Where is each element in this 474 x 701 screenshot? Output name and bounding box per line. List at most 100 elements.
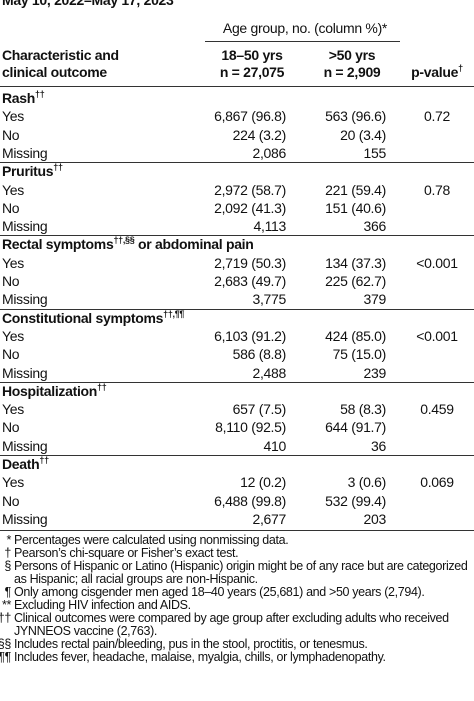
- footnote-mark: ¶¶: [0, 650, 11, 665]
- footnote: ††Clinical outcomes were compared by age…: [0, 612, 472, 638]
- col2-value: 221 (59.4): [325, 181, 386, 198]
- section-sup: ††: [53, 162, 63, 173]
- section-sup: ††,¶¶: [163, 308, 185, 319]
- row-label: Missing: [2, 291, 48, 308]
- col2-value: 532 (99.4): [325, 492, 386, 509]
- section-sup: ††,§§: [113, 235, 135, 246]
- group-label: Age group, no. (column %)*: [222, 20, 388, 36]
- col1-value: 6,103 (91.2): [214, 327, 286, 344]
- footnote-text: Includes rectal pain/bleeding, pus in th…: [14, 637, 368, 652]
- pvalue: <0.001: [416, 254, 458, 271]
- footnote-mark: *: [6, 533, 11, 548]
- section-name: Rash: [2, 90, 36, 106]
- pvalue-label: p-value†: [400, 63, 474, 81]
- footnote: §§Includes rectal pain/bleeding, pus in …: [0, 638, 472, 651]
- col2-value: 58 (8.3): [340, 401, 386, 418]
- col2-value: 225 (62.7): [325, 273, 386, 289]
- col2-value: 134 (37.3): [325, 254, 386, 271]
- characteristic-label: clinical outcome: [2, 64, 107, 80]
- row-label: No: [2, 419, 20, 436]
- footnote: † Pearson’s chi-square or Fisher’s exact …: [0, 547, 472, 560]
- col1-value: 224 (3.2): [232, 126, 287, 143]
- section-name: Rectal symptoms: [2, 236, 114, 253]
- row-label: No: [2, 492, 20, 509]
- footnote-text: Persons of Hispanic or Latino (Hispanic)…: [14, 559, 468, 587]
- footnote: ** Excluding HIV infection and AIDS.: [0, 599, 472, 612]
- pvalue-text: p-value: [411, 64, 459, 80]
- col1-value: 657 (7.5): [232, 401, 287, 418]
- col1-value: 2,488: [252, 364, 286, 381]
- section-title: Pruritus††: [2, 162, 63, 180]
- col2-value: 151 (40.6): [325, 199, 386, 216]
- section-rule: [0, 455, 474, 456]
- row-label: No: [2, 126, 20, 143]
- row-label: No: [2, 273, 20, 289]
- col2-value: 424 (85.0): [325, 327, 386, 344]
- col2-value: 203: [363, 510, 387, 527]
- col2-n: n = 2,909: [323, 64, 381, 80]
- pvalue: <0.001: [416, 327, 458, 344]
- col1-label: 18–50 yrs: [221, 47, 283, 63]
- col2-value: 36: [371, 437, 386, 454]
- section-title: Rash††: [2, 89, 45, 107]
- section-title: Rectal symptoms††,§§ or abdominal pain: [2, 235, 254, 253]
- pvalue: 0.459: [420, 401, 454, 418]
- col1-value: 6,867 (96.8): [214, 108, 286, 125]
- pvalue: 0.72: [423, 108, 451, 125]
- footnote-mark: **: [1, 598, 11, 613]
- col1-value: 12 (0.2): [240, 474, 286, 491]
- footnote-mark: ††: [0, 611, 11, 626]
- col1-value: 2,972 (58.7): [214, 181, 286, 198]
- row-label: Yes: [2, 401, 24, 418]
- col2-value: 3 (0.6): [347, 474, 387, 491]
- pvalue: 0.78: [423, 181, 451, 198]
- footnote: ¶¶Includes fever, headache, malaise, mya…: [0, 651, 472, 664]
- section-name: Death: [2, 456, 40, 472]
- footnote: § Persons of Hispanic or Latino (Hispanic…: [0, 560, 472, 586]
- col1-value: 586 (8.8): [232, 346, 287, 363]
- footnote-text: Includes fever, headache, malaise, myalg…: [14, 650, 386, 665]
- section-name: Constitutional symptoms: [2, 309, 164, 326]
- footnote-text: Clinical outcomes were compared by age g…: [14, 611, 449, 639]
- col1-value: 3,775: [252, 291, 286, 308]
- footnote-mark: ¶: [4, 585, 12, 600]
- row-label: Missing: [2, 144, 48, 161]
- col1-value: 8,110 (92.5): [215, 419, 286, 436]
- row-label: Yes: [2, 108, 24, 125]
- header-rule: [0, 86, 474, 87]
- footnote-text: Percentages were calculated using nonmis…: [14, 533, 289, 548]
- col2-value: 644 (91.7): [325, 419, 386, 436]
- footnote-mark: §§: [0, 637, 11, 652]
- footnote-text: Pearson’s chi-square or Fisher’s exact t…: [14, 546, 239, 561]
- pvalue: 0.069: [420, 474, 454, 491]
- section-title: Hospitalization††: [2, 381, 107, 400]
- footnote: ¶ Only among cisgender men aged 18–40 yea…: [0, 586, 472, 599]
- section-sup: ††: [35, 89, 45, 99]
- footnote-text: Only among cisgender men aged 18–40 year…: [14, 585, 425, 600]
- section-title: Constitutional symptoms††,¶¶: [2, 309, 184, 327]
- col2-value: 366: [363, 218, 387, 235]
- row-label: Yes: [2, 181, 24, 198]
- section-name: Pruritus: [2, 163, 54, 180]
- col1-value: 2,677: [252, 510, 286, 527]
- row-label: No: [2, 199, 20, 216]
- section-rule: [0, 381, 474, 383]
- col2-value: 75 (15.0): [332, 346, 387, 363]
- section-rule: [0, 235, 474, 237]
- row-label: Missing: [2, 510, 48, 527]
- section-title: Death††: [2, 455, 49, 473]
- section-sup: ††: [97, 381, 107, 392]
- row-label: No: [2, 346, 20, 363]
- row-label: Yes: [2, 327, 24, 344]
- col2-value: 155: [363, 144, 387, 161]
- footnote: * Percentages were calculated using nonmi…: [0, 534, 472, 547]
- section-name: Hospitalization: [2, 382, 98, 399]
- section-sup: ††: [39, 455, 49, 465]
- section-rule: [0, 162, 474, 164]
- col1-value: 2,719 (50.3): [214, 254, 286, 271]
- col2-label: >50 yrs: [328, 47, 376, 63]
- section-name-after: or abdominal pain: [134, 236, 254, 253]
- col2-value: 563 (96.6): [325, 108, 386, 125]
- col2-value: 239: [363, 364, 387, 381]
